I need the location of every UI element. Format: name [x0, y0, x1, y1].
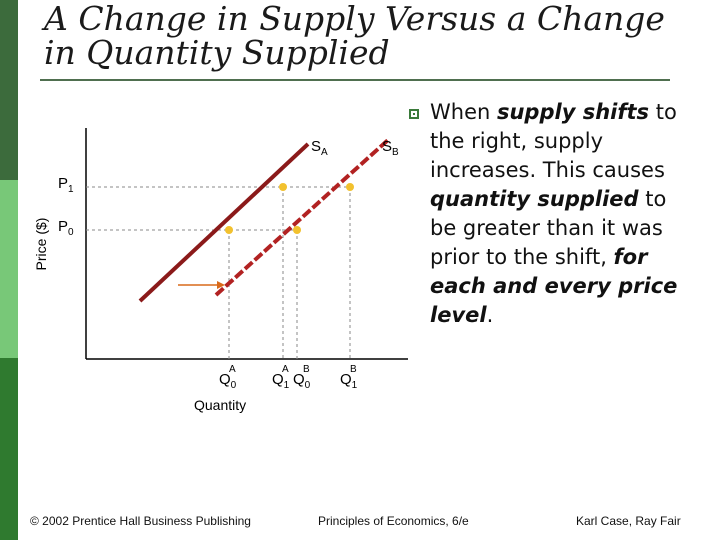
bullet-emphasis: for each and every price level	[430, 245, 678, 327]
title-divider	[40, 79, 670, 81]
side-bar-top	[0, 0, 18, 180]
bullet-part: When	[430, 100, 497, 124]
bullet-part: .	[486, 303, 494, 327]
point-b-p1	[346, 183, 354, 191]
q0a-superscript: A	[229, 364, 236, 375]
p1-label: P1	[58, 175, 74, 195]
q0b-superscript: B	[303, 364, 310, 375]
q0b-label: Q0	[293, 371, 311, 391]
q1b-label: Q1	[340, 371, 358, 391]
bullet-square-icon	[409, 109, 419, 119]
y-axis-label: Price ($)	[33, 218, 49, 271]
bullet-part: to the right, supply increases. This cau…	[430, 100, 677, 182]
supply-a-label: SA	[311, 138, 328, 158]
footer-authors: Karl Case, Ray Fair	[576, 514, 681, 528]
q1b-superscript: B	[350, 364, 357, 375]
slide-title: A Change in Supply Versus a Change in Qu…	[44, 2, 684, 70]
bullet-emphasis: quantity supplied	[430, 187, 639, 211]
x-axis-label: Quantity	[194, 397, 246, 413]
footer-book-title: Principles of Economics, 6/e	[318, 514, 469, 528]
point-b-p0	[293, 226, 301, 234]
supply-curve-b	[214, 138, 390, 297]
q0a-label: Q0	[219, 371, 237, 391]
footer-copyright: © 2002 Prentice Hall Business Publishing	[30, 514, 251, 528]
supply-diagram: P1 P0 Price ($) SA SB Q0 A Q1 A Q0 B Q1 …	[33, 128, 408, 413]
shift-arrow-head-icon	[217, 281, 225, 289]
bullet-part: to be greater than it was prior to the s…	[430, 187, 667, 269]
point-a-p1	[279, 183, 287, 191]
bullet-emphasis: supply shifts	[496, 100, 650, 124]
point-a-p0	[225, 226, 233, 234]
side-bar-bottom	[0, 358, 18, 540]
supply-b-label: SB	[382, 138, 399, 158]
title-line-1: A Change in Supply Versus a Change	[44, 0, 665, 38]
title-line-2: in Quantity Supplied	[44, 33, 390, 72]
supply-curve-a	[138, 142, 310, 303]
q1a-label: Q1	[272, 371, 290, 391]
side-bar-middle	[0, 180, 18, 358]
guide-lines	[86, 186, 351, 359]
p0-label: P0	[58, 218, 74, 238]
q1a-superscript: A	[282, 364, 289, 375]
bullet-text: When supply shifts to the right, supply …	[430, 98, 695, 330]
